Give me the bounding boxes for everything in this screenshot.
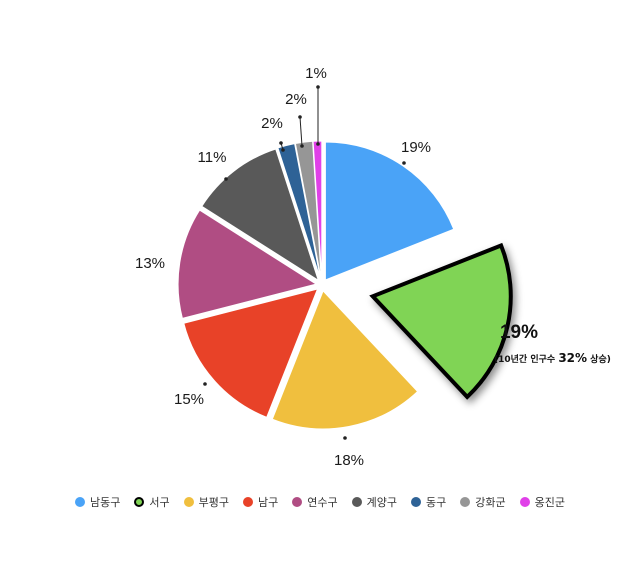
legend-swatch bbox=[460, 497, 471, 507]
legend-item: 동구 bbox=[411, 494, 446, 510]
legend-item: 서구 bbox=[134, 494, 170, 510]
leader-dot bbox=[279, 141, 283, 145]
legend-label: 부평구 bbox=[198, 496, 229, 509]
legend-label: 강화군 bbox=[475, 496, 506, 509]
slice-bupyeong bbox=[271, 289, 419, 430]
legend-swatch bbox=[134, 497, 145, 507]
pie-slices bbox=[177, 140, 513, 430]
label-namdong: 19% bbox=[401, 139, 431, 156]
leader-dot bbox=[203, 382, 207, 386]
label-ongjin: 1% bbox=[305, 65, 327, 82]
highlight-note: (10년간 인구수 32% 상승) bbox=[494, 351, 611, 365]
legend-swatch bbox=[411, 497, 421, 507]
slice-gyeyang bbox=[201, 148, 320, 282]
pie-chart: 19% 19% 18% 15% 13% 11% 2%2% 1% (10년간 인구수 32% 상… bbox=[135, 65, 611, 469]
label-ganghwa: 2% bbox=[285, 91, 307, 108]
leader-dot bbox=[224, 177, 228, 181]
leader-dot bbox=[300, 144, 304, 148]
label-seo: 19% bbox=[500, 322, 538, 343]
slice-nam bbox=[183, 288, 319, 418]
legend-swatch bbox=[75, 497, 85, 507]
legend-label: 연수구 bbox=[307, 496, 338, 509]
legend: 남동구 서구 부평구 남구 연수구 계양구 동구 강화군 옹진군 bbox=[0, 494, 640, 510]
slice-dong bbox=[277, 143, 321, 280]
legend-swatch bbox=[243, 497, 253, 507]
label-yeonsu: 13% bbox=[135, 255, 165, 272]
legend-label: 계양구 bbox=[366, 496, 397, 509]
legend-label: 남구 bbox=[258, 496, 279, 509]
leader-dot bbox=[316, 142, 320, 146]
slice-seo bbox=[369, 242, 513, 400]
legend-item: 강화군 bbox=[460, 494, 506, 510]
label-gyeyang: 11% bbox=[198, 149, 227, 166]
label-nam: 15% bbox=[174, 391, 204, 408]
legend-swatch bbox=[292, 497, 303, 507]
leader-line bbox=[299, 116, 303, 147]
legend-item: 옹진군 bbox=[519, 494, 565, 510]
label-dong: 2% bbox=[261, 115, 283, 132]
leader-dot bbox=[281, 148, 285, 152]
legend-item: 계양구 bbox=[351, 494, 397, 510]
legend-item: 남구 bbox=[243, 494, 278, 510]
pie-labels: 19% 19% 18% 15% 13% 11% 2%2% 1% bbox=[135, 65, 538, 469]
label-bupyeong: 18% bbox=[334, 452, 364, 469]
slice-namdong bbox=[324, 141, 455, 281]
legend-swatch bbox=[183, 497, 194, 507]
legend-item: 연수구 bbox=[292, 494, 338, 510]
legend-label: 옹진군 bbox=[534, 496, 565, 509]
leader-dot bbox=[298, 115, 302, 119]
leader-dot bbox=[316, 85, 320, 89]
legend-item: 남동구 bbox=[75, 494, 120, 510]
legend-label: 남동구 bbox=[90, 496, 121, 509]
legend-swatch bbox=[351, 497, 362, 507]
leader-dot bbox=[402, 161, 406, 165]
legend-label: 동구 bbox=[426, 496, 447, 509]
slice-ganghwa bbox=[294, 140, 322, 280]
legend-label: 서구 bbox=[149, 496, 170, 509]
slice-yeonsu bbox=[177, 209, 318, 320]
label-leader-lines bbox=[203, 85, 406, 440]
legend-swatch bbox=[519, 497, 530, 507]
leader-dot bbox=[343, 436, 347, 440]
legend-item: 부평구 bbox=[183, 494, 229, 510]
slice-ongjin bbox=[312, 140, 323, 280]
